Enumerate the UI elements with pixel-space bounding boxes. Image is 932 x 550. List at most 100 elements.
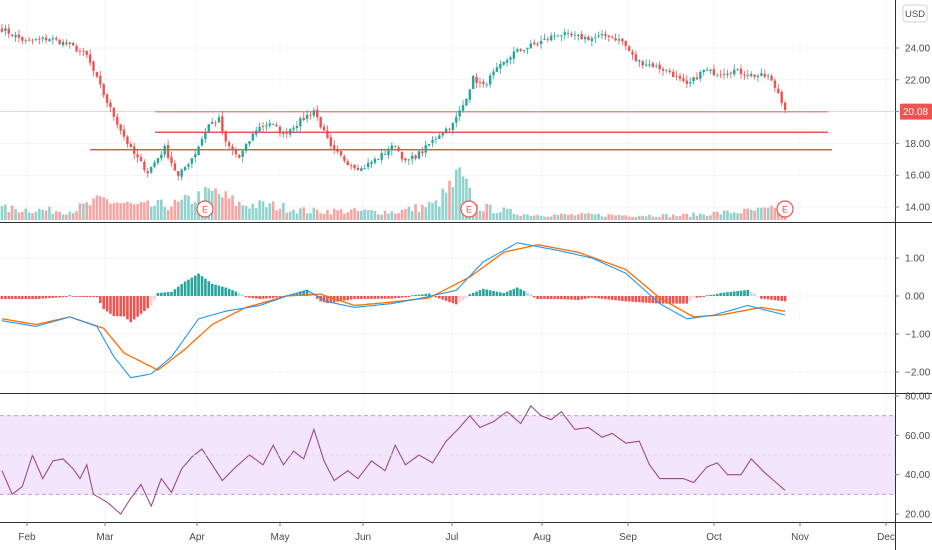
macd-hist-bar [85, 296, 89, 298]
volume-bar [149, 206, 153, 220]
macd-hist-bar [10, 296, 14, 300]
candle-body [512, 51, 516, 59]
macd-hist-bar [139, 296, 143, 314]
volume-bar [438, 206, 441, 220]
volume-bar [51, 213, 55, 220]
candle-body [312, 110, 316, 116]
candle-body [58, 39, 61, 45]
macd-hist-bar [678, 296, 682, 304]
candle-body [136, 154, 139, 158]
candle-body [4, 28, 7, 31]
volume-bar [71, 213, 75, 220]
macd-hist-bar [529, 294, 533, 296]
earnings-marker[interactable] [776, 200, 794, 218]
macd-hist-bar [753, 293, 756, 296]
macd-hist-bar [482, 288, 485, 296]
macd-hist-bar [651, 296, 655, 304]
volume-bar [641, 215, 645, 220]
macd-hist-bar [248, 296, 251, 298]
candle-body [627, 46, 631, 52]
macd-hist-bar [478, 290, 482, 296]
volume-bar [373, 210, 377, 220]
macd-hist-bar [112, 296, 116, 317]
macd-hist-bar [99, 296, 102, 304]
candle-body [221, 116, 224, 132]
macd-hist-bar [363, 296, 367, 299]
candle-body [675, 75, 678, 77]
candle-body [526, 47, 529, 50]
candle-body [204, 132, 207, 139]
volume-bar [661, 214, 665, 220]
rsi-pane[interactable] [0, 404, 895, 515]
volume-bar [515, 214, 519, 220]
volume-bar [24, 208, 28, 220]
candle-body [200, 139, 204, 146]
candle-body [773, 80, 777, 88]
macd-hist-bar [546, 296, 550, 300]
candle-body [319, 116, 322, 128]
time-axis[interactable]: Feb Mar Apr May Jun Jul Aug Sep Oct Nov Dec [18, 522, 895, 543]
macd-hist-bar [241, 294, 244, 296]
rsi-axis[interactable]: 80.00 60.00 40.00 20.00 [895, 392, 930, 521]
candle-body [607, 35, 611, 38]
macd-hist-bar [190, 277, 194, 296]
volume-bar [739, 213, 743, 220]
candle-body [753, 74, 756, 77]
candle-body [207, 124, 210, 132]
macd-hist-bar [51, 296, 55, 298]
volume-bar [390, 211, 394, 220]
volume-bar [285, 212, 289, 220]
volume-bar [715, 211, 719, 220]
candle-body [705, 69, 709, 71]
horizontal-levels[interactable] [0, 110, 895, 151]
candle-body [455, 116, 458, 123]
candle-body [712, 69, 716, 76]
macd-hist-bar [251, 296, 255, 299]
volume-bar [434, 200, 438, 220]
volume-bar [539, 215, 543, 220]
macd-hist-bar [756, 296, 760, 297]
macd-hist-bar [329, 296, 333, 303]
candle-body [295, 126, 299, 129]
volume-bar [31, 213, 34, 220]
macd-hist-bar [102, 296, 105, 310]
candle-body [431, 139, 434, 143]
candle-body [692, 77, 695, 82]
time-tick-label: Jul [446, 532, 459, 543]
candle-body [322, 126, 326, 131]
macd-hist-bar [583, 296, 587, 299]
candle-body [661, 68, 665, 71]
volume-bar [54, 211, 58, 220]
earnings-marker[interactable] [460, 200, 478, 218]
volume-bar [78, 203, 82, 220]
volume-bar [749, 209, 753, 220]
macd-hist-bar [427, 293, 431, 296]
macd-axis[interactable]: 1.00 0.00 −1.00 −2.00 [895, 254, 931, 379]
macd-pane[interactable] [0, 242, 787, 379]
candle-body [153, 162, 156, 167]
volume-bar [109, 203, 112, 220]
candle-body [424, 145, 427, 153]
candle-body [394, 146, 397, 148]
macd-hist-bar [780, 296, 783, 301]
volume-bar [156, 200, 160, 220]
candle-body [539, 40, 543, 45]
macd-hist-bar [509, 290, 512, 296]
macd-hist-bar [404, 296, 407, 298]
macd-hist-bar [234, 291, 238, 296]
macd-hist-bar [458, 296, 461, 303]
macd-hist-bar [532, 296, 536, 298]
volume-bar [139, 202, 143, 220]
candle-body [641, 61, 644, 66]
candle-body [577, 34, 580, 36]
macd-hist-bar [48, 296, 51, 299]
volume-bar [583, 213, 587, 220]
currency-badge[interactable]: USD [902, 4, 928, 23]
volume-bar [621, 215, 624, 220]
earnings-marker[interactable] [196, 200, 214, 218]
volume-bar [302, 207, 306, 220]
candle-body [668, 70, 672, 73]
